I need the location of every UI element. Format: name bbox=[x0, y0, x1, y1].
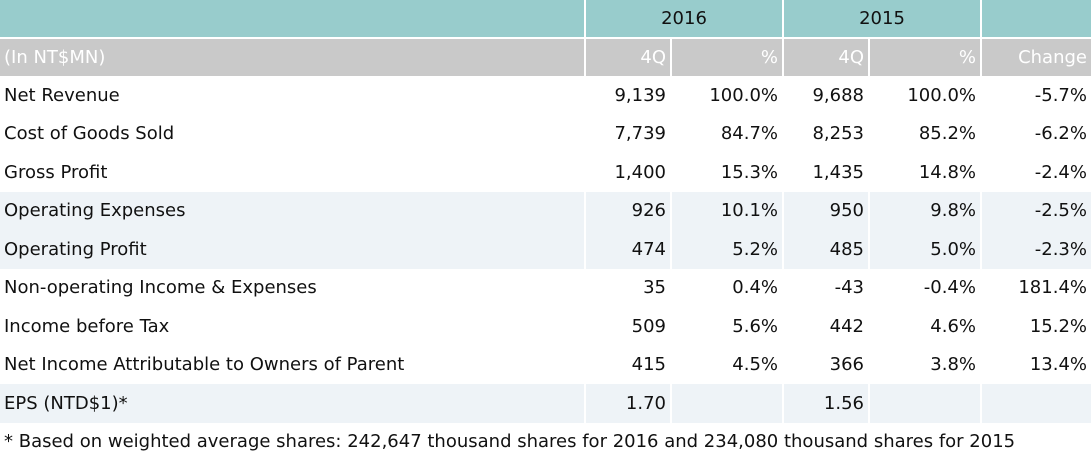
row-label: Gross Profit bbox=[0, 153, 586, 192]
change-blank-header-cell bbox=[981, 0, 1091, 39]
row-label: Net Revenue bbox=[0, 76, 586, 115]
column-header-row: (In NT$MN) 4Q % 4Q % Change bbox=[0, 38, 1091, 76]
row-label: Cost of Goods Sold bbox=[0, 114, 586, 153]
row-label: Operating Profit bbox=[0, 230, 586, 269]
table-row: EPS (NTD$1)* 1.70 1.56 bbox=[0, 384, 1091, 423]
year-2015-header: 2015 bbox=[783, 0, 982, 39]
table-row: Net Income Attributable to Owners of Par… bbox=[0, 345, 1091, 384]
row-label: EPS (NTD$1)* bbox=[0, 384, 586, 423]
table-row: Income before Tax 509 5.6% 442 4.6% 15.2… bbox=[0, 307, 1091, 346]
pct-2015: 100.0% bbox=[869, 76, 982, 115]
pct-2015: 85.2% bbox=[869, 114, 982, 153]
value-2015: 442 bbox=[783, 307, 870, 346]
change-value: -2.3% bbox=[981, 230, 1091, 269]
value-2015: -43 bbox=[783, 268, 870, 307]
value-2016: 926 bbox=[585, 191, 672, 230]
col-pct-2016: % bbox=[671, 38, 784, 76]
value-2016: 415 bbox=[585, 345, 672, 384]
value-2016: 35 bbox=[585, 268, 672, 307]
year-2016-header: 2016 bbox=[585, 0, 784, 39]
col-4q-2015: 4Q bbox=[783, 38, 870, 76]
value-2016: 9,139 bbox=[585, 76, 672, 115]
table-row: Operating Expenses 926 10.1% 950 9.8% -2… bbox=[0, 191, 1091, 230]
value-2016: 1,400 bbox=[585, 153, 672, 192]
value-2015: 950 bbox=[783, 191, 870, 230]
pct-2016: 84.7% bbox=[671, 114, 784, 153]
pct-2016 bbox=[671, 384, 784, 423]
income-statement-table: 2016 2015 (In NT$MN) 4Q % 4Q % Change Ne… bbox=[0, 0, 1091, 423]
pct-2016: 15.3% bbox=[671, 153, 784, 192]
footnote: * Based on weighted average shares: 242,… bbox=[4, 430, 1016, 452]
table-row: Non-operating Income & Expenses 35 0.4% … bbox=[0, 268, 1091, 307]
change-value: 15.2% bbox=[981, 307, 1091, 346]
pct-2015: 9.8% bbox=[869, 191, 982, 230]
pct-2015: 4.6% bbox=[869, 307, 982, 346]
header-blank-cell bbox=[0, 0, 586, 39]
pct-2016: 5.2% bbox=[671, 230, 784, 269]
row-label: Non-operating Income & Expenses bbox=[0, 268, 586, 307]
value-2015: 9,688 bbox=[783, 76, 870, 115]
change-value: 181.4% bbox=[981, 268, 1091, 307]
pct-2016: 5.6% bbox=[671, 307, 784, 346]
table-row: Cost of Goods Sold 7,739 84.7% 8,253 85.… bbox=[0, 114, 1091, 153]
value-2016: 509 bbox=[585, 307, 672, 346]
pct-2016: 4.5% bbox=[671, 345, 784, 384]
change-value: -2.5% bbox=[981, 191, 1091, 230]
col-4q-2016: 4Q bbox=[585, 38, 672, 76]
value-2015: 1,435 bbox=[783, 153, 870, 192]
table-row: Gross Profit 1,400 15.3% 1,435 14.8% -2.… bbox=[0, 153, 1091, 192]
pct-2015 bbox=[869, 384, 982, 423]
value-2016: 1.70 bbox=[585, 384, 672, 423]
value-2015: 8,253 bbox=[783, 114, 870, 153]
row-label: Net Income Attributable to Owners of Par… bbox=[0, 345, 586, 384]
value-2015: 1.56 bbox=[783, 384, 870, 423]
change-value: -5.7% bbox=[981, 76, 1091, 115]
change-value bbox=[981, 384, 1091, 423]
col-change: Change bbox=[981, 38, 1091, 76]
pct-2015: 14.8% bbox=[869, 153, 982, 192]
value-2016: 7,739 bbox=[585, 114, 672, 153]
table-row: Net Revenue 9,139 100.0% 9,688 100.0% -5… bbox=[0, 76, 1091, 115]
value-2015: 485 bbox=[783, 230, 870, 269]
row-label: Income before Tax bbox=[0, 307, 586, 346]
change-value: 13.4% bbox=[981, 345, 1091, 384]
year-header-row: 2016 2015 bbox=[0, 0, 1091, 39]
pct-2016: 10.1% bbox=[671, 191, 784, 230]
col-pct-2015: % bbox=[869, 38, 982, 76]
pct-2015: 5.0% bbox=[869, 230, 982, 269]
value-2016: 474 bbox=[585, 230, 672, 269]
pct-2015: 3.8% bbox=[869, 345, 982, 384]
pct-2016: 0.4% bbox=[671, 268, 784, 307]
pct-2015: -0.4% bbox=[869, 268, 982, 307]
unit-label: (In NT$MN) bbox=[0, 38, 586, 76]
change-value: -2.4% bbox=[981, 153, 1091, 192]
change-value: -6.2% bbox=[981, 114, 1091, 153]
value-2015: 366 bbox=[783, 345, 870, 384]
table-row: Operating Profit 474 5.2% 485 5.0% -2.3% bbox=[0, 230, 1091, 269]
row-label: Operating Expenses bbox=[0, 191, 586, 230]
pct-2016: 100.0% bbox=[671, 76, 784, 115]
